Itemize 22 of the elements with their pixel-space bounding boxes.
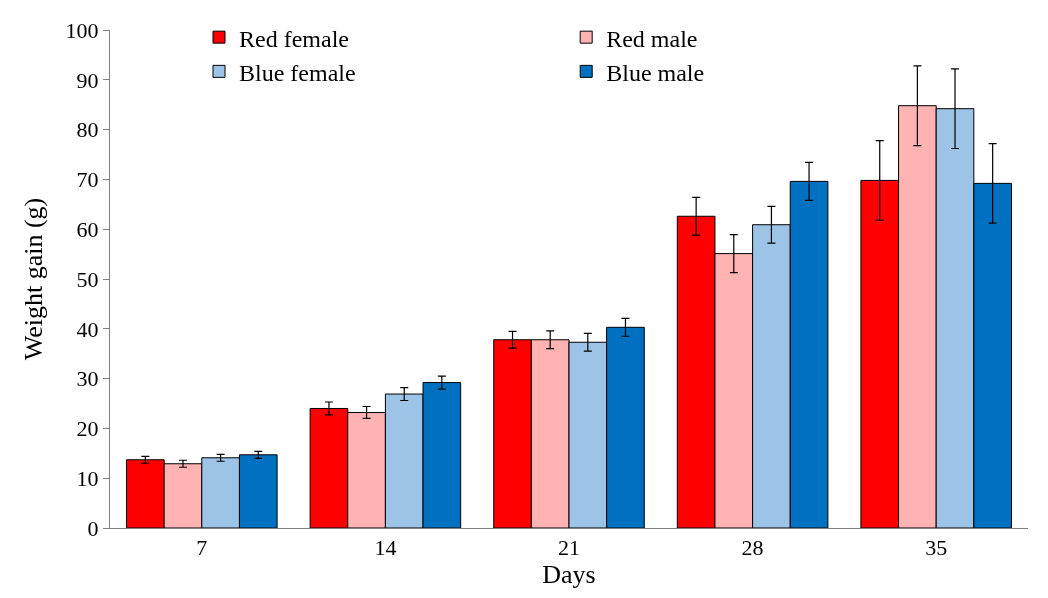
y-tick-label: 0: [87, 515, 99, 541]
y-tick-label: 80: [76, 117, 99, 143]
x-axis-title: Days: [542, 560, 596, 590]
y-tick-label: 100: [65, 17, 99, 43]
legend-label: Blue male: [606, 59, 705, 86]
legend-label: Red female: [239, 25, 349, 52]
y-tick-label: 10: [76, 465, 99, 491]
y-tick-label: 50: [76, 266, 99, 292]
y-tick-label: 30: [76, 366, 99, 392]
x-tick-label: 35: [925, 535, 948, 561]
y-tick-label: 90: [76, 67, 99, 93]
legend-label: Red male: [606, 25, 698, 52]
x-tick-label: 14: [374, 535, 397, 561]
legend-label: Blue female: [239, 59, 356, 86]
y-axis-title: Weight gain (g): [19, 197, 48, 361]
y-tick-label: 40: [76, 316, 99, 342]
y-tick-label: 70: [76, 167, 99, 193]
y-tick-label: 60: [76, 216, 99, 242]
x-tick-label: 28: [741, 535, 764, 561]
y-tick-label: 20: [76, 416, 99, 442]
x-tick-label: 7: [196, 535, 208, 561]
x-tick-label: 21: [558, 535, 580, 561]
